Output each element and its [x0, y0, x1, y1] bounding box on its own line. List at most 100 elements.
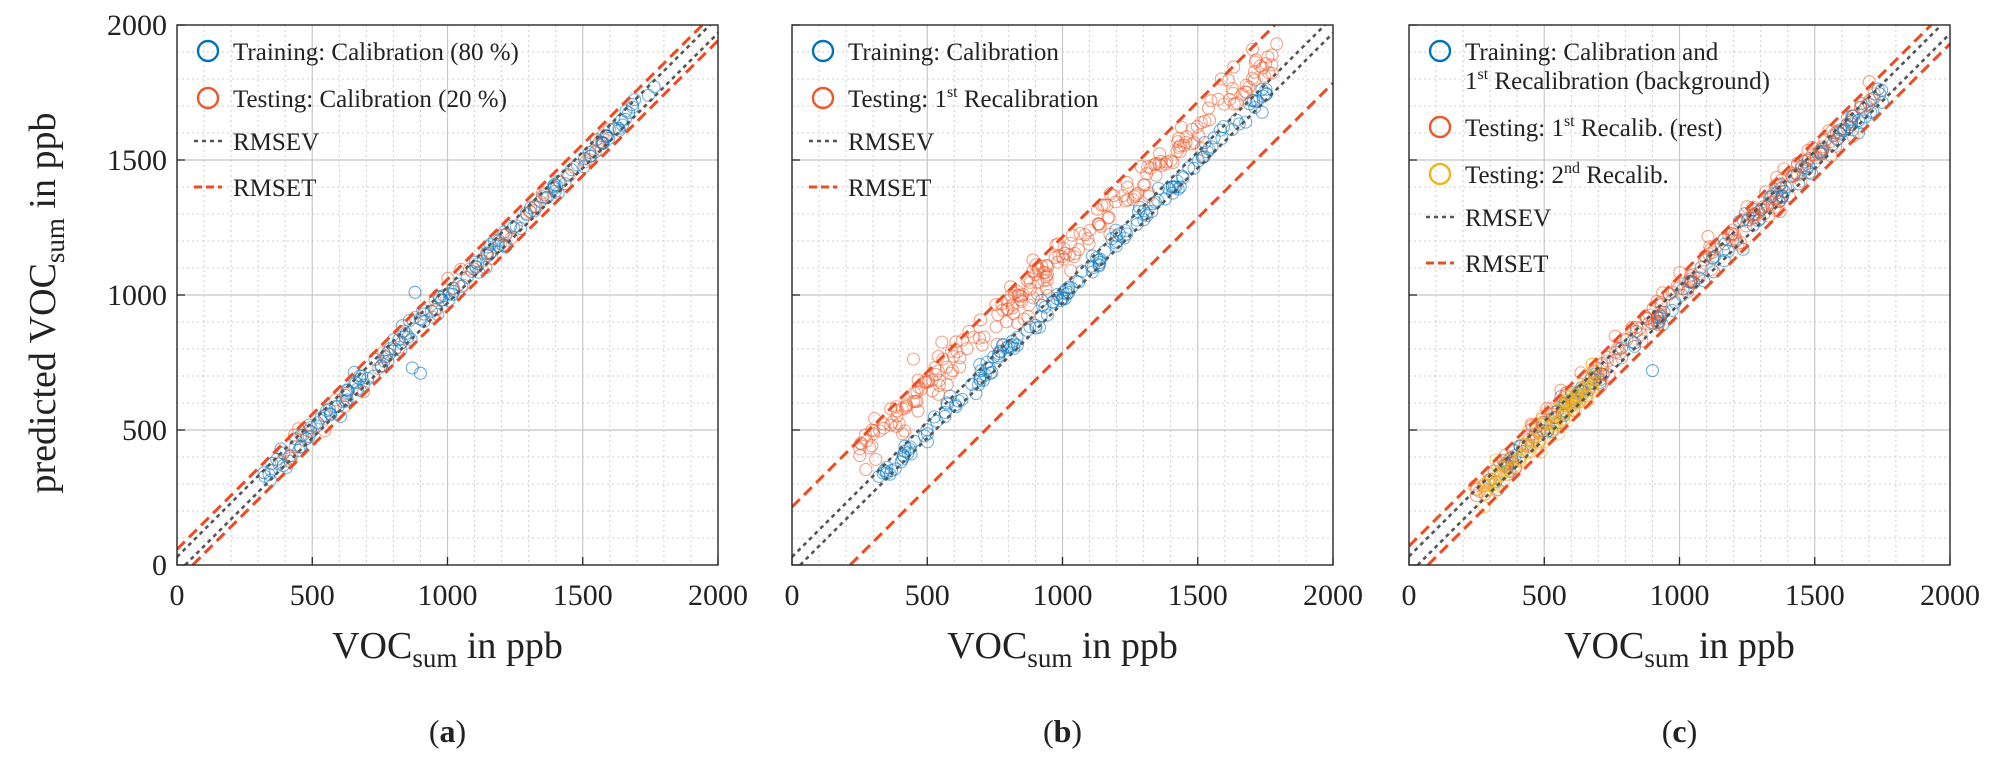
rmset-line: [792, 25, 1276, 509]
data-point: [579, 155, 593, 169]
data-point: [1072, 243, 1086, 257]
data-point: [1798, 155, 1812, 169]
legend-label: RMSEV: [233, 129, 319, 156]
legend-label: RMSEV: [848, 129, 934, 156]
data-point: [1141, 160, 1155, 174]
data-point: [953, 360, 967, 374]
data-point: [1590, 364, 1604, 378]
data-point: [1205, 140, 1219, 154]
data-point: [1647, 313, 1661, 327]
data-point: [944, 344, 959, 358]
data-point: [1265, 58, 1279, 72]
data-point: [641, 88, 656, 102]
data-point: [1041, 259, 1055, 273]
data-point: [300, 429, 314, 443]
data-point: [1534, 418, 1548, 432]
rmset-line: [849, 81, 1333, 565]
data-point: [1589, 380, 1603, 394]
x-tick-label: 2000: [688, 579, 748, 612]
data-point: [955, 392, 969, 406]
data-point: [1540, 401, 1554, 416]
data-point: [1084, 259, 1098, 273]
data-point: [931, 387, 946, 401]
legend-item-rmset: RMSET: [1426, 251, 1548, 278]
rmsev-line: [1409, 25, 1943, 558]
panel-a: 00 500 500 1000 1000 1500 1500 2000 2000 VOCsum i…: [22, 9, 748, 749]
x-tick-label: 1500: [1785, 579, 1845, 612]
scatter-layer: [853, 37, 1284, 483]
data-point: [999, 315, 1014, 329]
data-point: [889, 419, 903, 433]
data-point: [547, 178, 562, 192]
data-point: [1612, 342, 1626, 356]
data-point: [328, 393, 343, 407]
data-point: [1652, 315, 1666, 329]
panel-label: (a): [429, 713, 466, 749]
data-point: [977, 330, 991, 344]
data-point: [883, 467, 897, 481]
data-point: [494, 237, 508, 251]
legend-item-series-1: Testing: Calibration (20 %): [196, 86, 507, 113]
data-point: [931, 364, 945, 378]
data-point: [1006, 307, 1020, 321]
data-point: [1014, 289, 1028, 303]
data-point: [408, 285, 422, 299]
legend-label: Training: Calibration and: [1465, 39, 1719, 66]
legend-label: RMSEV: [1465, 205, 1551, 232]
data-point: [1082, 237, 1096, 251]
data-point: [1217, 120, 1231, 134]
y-tick-label: 500: [122, 414, 167, 447]
y-tick-label: 1500: [107, 144, 167, 177]
data-point: [1585, 357, 1599, 371]
data-point: [1255, 105, 1269, 119]
data-point: [1534, 445, 1548, 459]
data-point: [982, 361, 996, 375]
data-point: [1175, 169, 1189, 183]
x-tick-label: 500: [905, 579, 950, 612]
data-point: [1050, 291, 1064, 305]
data-point: [1053, 294, 1068, 308]
y-tick-label: 0: [152, 549, 167, 582]
legend-item-series-2: Testing: 2nd Recalib.: [1428, 160, 1669, 189]
data-point: [1185, 122, 1199, 136]
x-tick-label: 1000: [418, 579, 478, 612]
data-point: [1227, 60, 1241, 74]
legend-label: RMSET: [848, 175, 931, 202]
data-point: [1731, 237, 1745, 251]
panel-label: (c): [1662, 713, 1698, 749]
data-point: [918, 429, 932, 443]
data-point: [928, 361, 942, 375]
data-point: [1634, 327, 1648, 342]
data-point: [350, 382, 364, 396]
data-point: [504, 231, 519, 245]
data-point: [435, 293, 449, 307]
data-point: [987, 350, 1001, 364]
data-point: [955, 333, 969, 347]
legend-label: Training: Calibration: [848, 39, 1059, 66]
data-point: [1257, 69, 1272, 83]
data-point: [944, 366, 958, 380]
data-point: [1865, 92, 1879, 106]
data-point: [1499, 460, 1513, 474]
data-point: [367, 369, 381, 383]
data-point: [859, 462, 873, 477]
data-point: [1120, 180, 1135, 194]
legend-label: Testing: Calibration (20 %): [233, 86, 507, 113]
data-point: [1083, 223, 1097, 237]
x-tick-label: 0: [170, 579, 185, 612]
data-point: [1003, 280, 1018, 294]
data-point: [1747, 211, 1761, 225]
data-point: [324, 407, 338, 422]
data-point: [1640, 311, 1654, 325]
data-point: [888, 462, 902, 476]
data-point: [1633, 321, 1647, 335]
panel-b: 0 500 1000 1500 2000 VOCsum in ppb (b) Training…: [785, 24, 1363, 749]
data-point: [602, 122, 617, 136]
data-point: [1201, 101, 1215, 115]
data-point: [938, 409, 952, 424]
data-point: [1534, 431, 1549, 446]
legend-label: 1st Recalibration (background): [1465, 66, 1770, 95]
data-point: [1871, 82, 1885, 96]
data-point: [288, 440, 302, 454]
